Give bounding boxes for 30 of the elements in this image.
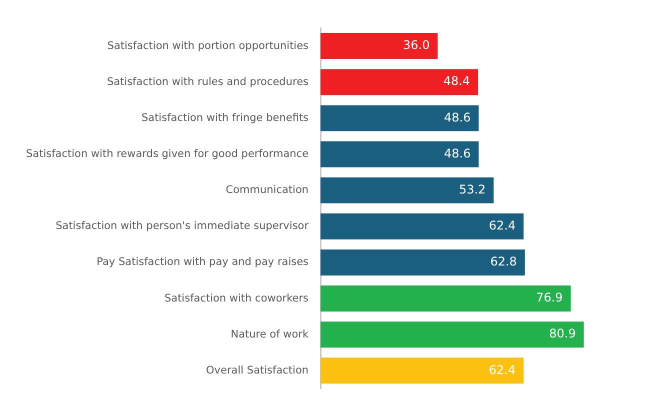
y-tick-label: Communication (226, 184, 309, 196)
bar (320, 249, 525, 276)
y-tick-label: Pay Satisfaction with pay and pay raises (96, 256, 309, 268)
data-label: 76.9 (536, 290, 563, 305)
bar (320, 322, 584, 348)
data-label: 62.4 (488, 362, 516, 377)
bar (320, 69, 478, 96)
y-tick-label: Nature of work (230, 328, 310, 340)
data-label: 80.9 (549, 326, 576, 341)
bar (320, 177, 494, 204)
bar (320, 33, 438, 60)
y-tick-label: Satisfaction with rules and procedures (106, 76, 309, 88)
bar (320, 358, 524, 384)
data-label: 48.4 (443, 74, 470, 88)
bar (320, 213, 524, 240)
data-label: 36.0 (402, 38, 430, 52)
bar (320, 286, 571, 312)
y-tick-label: Satisfaction with rewards given for good performance (26, 148, 309, 160)
bar (320, 105, 479, 132)
y-tick-label: Satisfaction with fringe benefits (141, 112, 309, 124)
data-label: 48.6 (444, 146, 471, 160)
data-label: 48.6 (444, 110, 471, 124)
data-label: 62.4 (488, 218, 516, 233)
y-tick-label: Satisfaction with portion opportunities (107, 40, 309, 52)
y-tick-label: Overall Satisfaction (206, 364, 309, 376)
y-tick-label: Satisfaction with coworkers (164, 292, 309, 304)
data-label: 62.8 (490, 254, 517, 269)
bar (320, 141, 479, 168)
y-tick-label: Satisfaction with person's immediate supervisor (56, 220, 310, 232)
data-label: 53.2 (458, 182, 486, 196)
